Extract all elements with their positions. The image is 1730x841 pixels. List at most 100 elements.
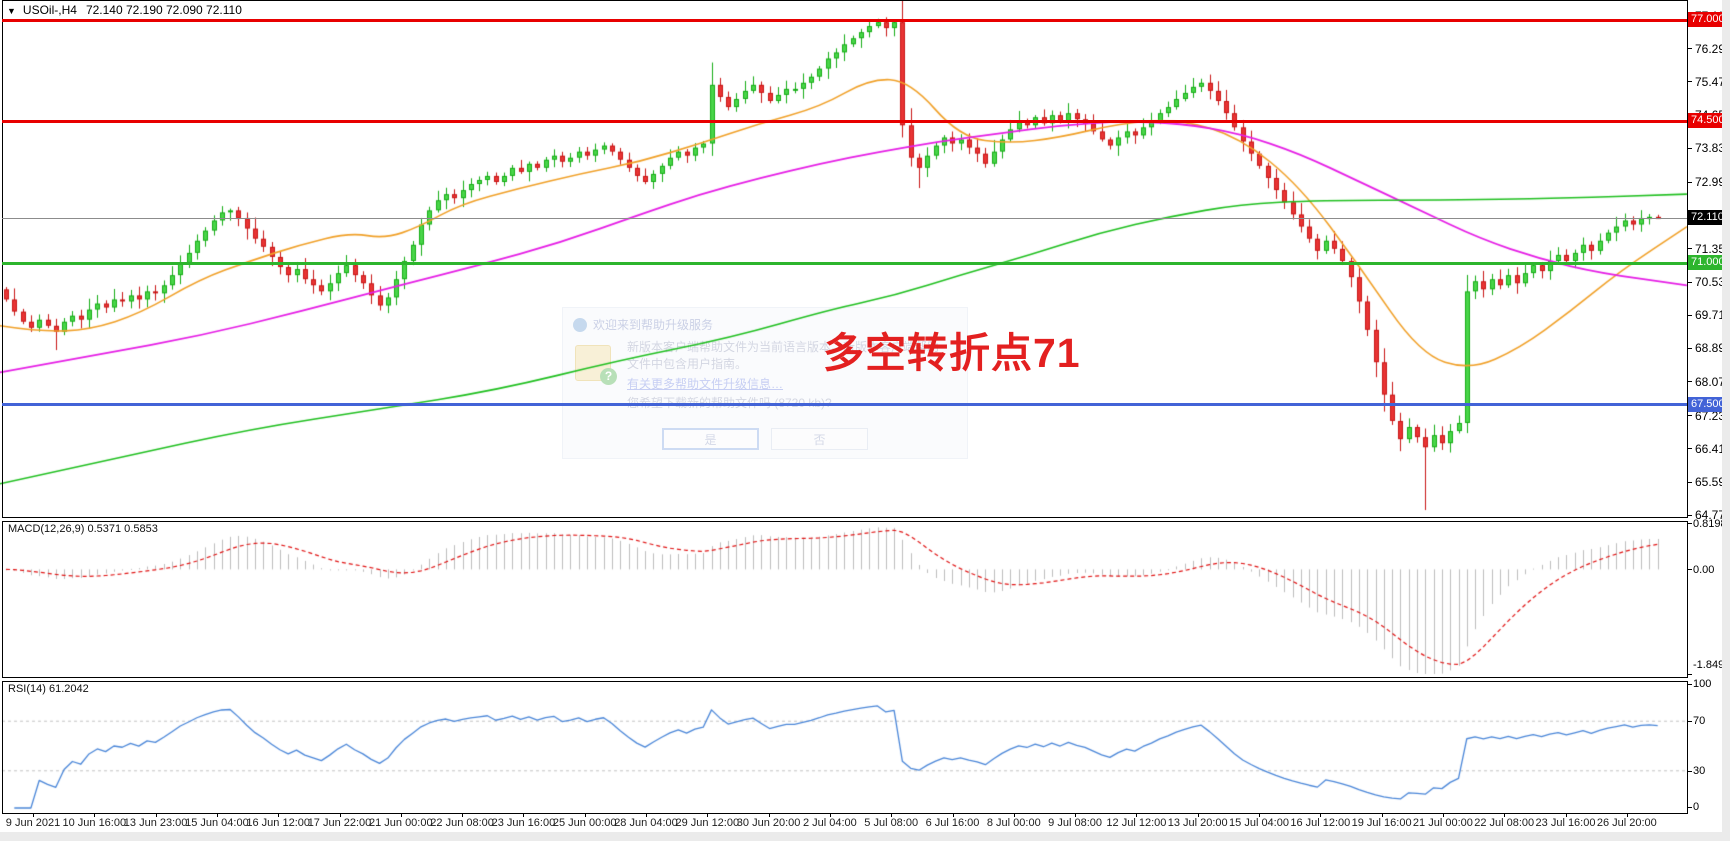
time-axis-label: 17 Jun 22:00 <box>307 817 372 829</box>
symbol-period-label: USOil-,H4 <box>22 3 77 17</box>
time-axis-label: 15 Jun 04:00 <box>185 817 249 829</box>
time-tick-mark <box>155 813 157 817</box>
time-tick-mark <box>584 813 586 817</box>
time-axis-label: 21 Jul 00:00 <box>1412 817 1473 829</box>
price-tick-label: 73.830 <box>1695 141 1730 156</box>
price-tick-mark <box>1687 81 1692 83</box>
time-tick-mark <box>829 813 831 817</box>
price-tick-mark <box>1687 147 1692 149</box>
time-axis-label: 13 Jun 23:00 <box>123 817 188 829</box>
time-tick-mark <box>523 813 525 817</box>
current-price-line <box>2 218 1687 220</box>
time-tick-mark <box>646 813 647 817</box>
time-axis-label: 9 Jul 08:00 <box>1048 817 1103 829</box>
time-axis-label: 23 Jun 16:00 <box>491 817 556 829</box>
macd-label: MACD(12,26,9) 0.5371 0.5853 <box>8 523 158 535</box>
price-hline[interactable] <box>2 403 1687 407</box>
price-hline[interactable] <box>2 18 1687 22</box>
price-tick-label: 70.530 <box>1695 275 1730 290</box>
price-tick-mark <box>1687 281 1692 283</box>
time-axis-label: 12 Jul 12:00 <box>1106 817 1167 829</box>
macd-scale-label: 0.8198 <box>1693 518 1727 530</box>
rsi-scale-label: 0 <box>1693 801 1700 813</box>
macd-scale-label: 0.00 <box>1693 564 1715 577</box>
right-margin <box>1722 0 1730 841</box>
time-axis-label: 19 Jul 16:00 <box>1351 817 1412 829</box>
time-tick-mark <box>1504 813 1506 817</box>
time-tick-mark <box>1136 813 1138 817</box>
hline-price-tag: 77.000 <box>1688 12 1725 27</box>
time-tick-mark <box>1075 813 1077 817</box>
price-tick-label: 69.710 <box>1695 308 1730 323</box>
time-axis-label: 16 Jun 12:00 <box>246 817 310 829</box>
price-tick-mark <box>1687 48 1692 50</box>
hline-price-tag: 71.000 <box>1688 255 1725 270</box>
time-axis-label: 28 Jun 04:00 <box>614 817 678 829</box>
rsi-scale-label: 30 <box>1693 764 1706 777</box>
price-tick-mark <box>1687 314 1692 316</box>
time-axis-label: 30 Jun 20:00 <box>736 817 801 829</box>
time-axis-label: 25 Jun 00:00 <box>552 817 617 829</box>
price-tick-label: 64.770 <box>1695 508 1730 523</box>
time-tick-mark <box>1565 813 1567 817</box>
time-tick-mark <box>707 813 709 817</box>
price-tick-label: 68.070 <box>1695 374 1730 389</box>
time-tick-mark <box>891 813 893 817</box>
time-axis-label: 26 Jul 20:00 <box>1596 817 1657 829</box>
hline-price-tag: 67.500 <box>1688 396 1725 412</box>
ohlc-values: 72.140 72.190 72.090 72.110 <box>85 3 242 17</box>
time-axis-label: 22 Jun 08:00 <box>430 817 494 829</box>
price-tick-label: 67.230 <box>1695 408 1730 423</box>
price-tick-label: 68.890 <box>1695 341 1730 356</box>
scale-tick-mark <box>1687 674 1692 675</box>
time-axis-label: 8 Jul 00:00 <box>986 817 1041 829</box>
time-axis-label: 13 Jul 20:00 <box>1167 817 1228 829</box>
time-axis-label: 6 Jul 16:00 <box>925 817 980 829</box>
time-tick-mark <box>1259 813 1260 817</box>
time-axis-label: 21 Jun 00:00 <box>368 817 433 829</box>
price-tick-mark <box>1687 181 1692 183</box>
chevron-down-icon[interactable]: ▼ <box>7 6 16 16</box>
rsi-scale-label: 70 <box>1693 715 1706 728</box>
price-tick-label: 66.410 <box>1695 441 1730 456</box>
price-hline[interactable] <box>2 261 1687 265</box>
price-tick-label: 71.350 <box>1695 241 1730 256</box>
price-tick-mark <box>1687 448 1692 450</box>
time-tick-mark <box>768 813 770 817</box>
time-tick-mark <box>278 813 280 817</box>
time-tick-mark <box>1013 813 1015 817</box>
time-tick-mark <box>1381 813 1383 817</box>
price-hline[interactable] <box>2 119 1687 123</box>
time-axis-label: 5 Jul 08:00 <box>864 817 919 829</box>
price-tick-mark <box>1687 514 1692 516</box>
time-axis-label: 16 Jul 12:00 <box>1290 817 1351 829</box>
annotation-text: 多空转折点71 <box>823 330 1081 376</box>
time-tick-mark <box>94 813 96 817</box>
price-tick-mark <box>1687 381 1692 383</box>
scale-tick-mark <box>1687 684 1692 685</box>
price-tick-mark <box>1687 415 1692 417</box>
time-axis-label: 22 Jul 08:00 <box>1474 817 1535 829</box>
chart-header: ▼ USOil-,H4 72.140 72.190 72.090 72.110 <box>7 3 242 17</box>
time-tick-mark <box>400 813 402 817</box>
time-axis-label: 2 Jul 04:00 <box>802 817 857 829</box>
price-tick-mark <box>1687 347 1692 349</box>
price-tick-mark <box>1687 248 1692 250</box>
time-axis-label: 15 Jul 04:00 <box>1229 817 1289 829</box>
time-tick-mark <box>339 813 341 817</box>
price-tick-label: 65.590 <box>1695 475 1730 490</box>
time-tick-mark <box>1197 813 1199 817</box>
time-tick-mark <box>33 813 34 817</box>
scale-tick-mark <box>1687 807 1692 808</box>
time-tick-mark <box>1442 813 1444 817</box>
rsi-scale-label: 100 <box>1693 678 1712 690</box>
time-axis-label: 9 Jun 2021 <box>5 817 61 829</box>
current-price-tag: 72.110 <box>1688 210 1725 226</box>
macd-scale-label: -1.8495 <box>1693 659 1730 671</box>
time-tick-mark <box>1626 813 1628 817</box>
time-axis-label: 29 Jun 12:00 <box>675 817 740 829</box>
time-axis-label: 10 Jun 16:00 <box>62 817 127 829</box>
price-tick-label: 76.290 <box>1695 41 1730 56</box>
